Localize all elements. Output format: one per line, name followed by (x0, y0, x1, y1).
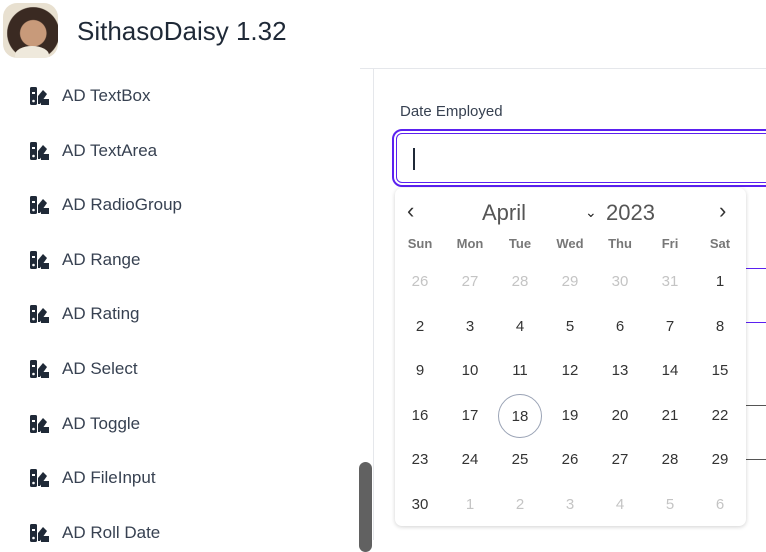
day-cell[interactable]: 27 (611, 451, 629, 468)
app-logo-avatar (3, 3, 58, 58)
sidebar-item-label: AD Rating (62, 304, 140, 324)
day-cell[interactable]: 11 (512, 362, 528, 379)
chevron-left-icon[interactable]: ‹ (407, 198, 415, 223)
day-cell[interactable]: 21 (661, 407, 679, 424)
day-cell[interactable]: 13 (611, 362, 629, 379)
sidebar-item-label: AD Range (62, 249, 141, 269)
day-cell[interactable]: 5 (665, 496, 675, 513)
swatchbook-icon (30, 141, 49, 160)
day-cell[interactable]: 20 (611, 407, 629, 424)
day-cell[interactable]: 3 (465, 318, 475, 335)
day-cell[interactable]: 16 (411, 407, 429, 424)
day-cell[interactable]: 14 (661, 362, 679, 379)
day-name: Tue (508, 236, 532, 251)
day-cell[interactable]: 3 (565, 496, 575, 513)
text-caret (413, 148, 415, 170)
swatchbook-icon (30, 469, 49, 488)
app-title: SithasoDaisy 1.32 (77, 16, 287, 46)
swatchbook-icon (30, 414, 49, 433)
day-cell[interactable]: 6 (615, 318, 625, 335)
day-name: Wed (556, 236, 584, 251)
swatchbook-icon (30, 305, 49, 324)
day-cell[interactable]: 8 (715, 318, 725, 335)
divider (360, 68, 766, 69)
sidebar-item[interactable]: AD RadioGroup (30, 193, 182, 217)
day-cell[interactable]: 17 (461, 407, 479, 424)
day-name: Thu (608, 236, 632, 251)
day-cell[interactable]: 12 (561, 362, 579, 379)
day-name: Mon (456, 236, 484, 251)
month-select[interactable]: April (482, 200, 527, 225)
sidebar-item-label: AD FileInput (62, 468, 156, 488)
sidebar-item-label: AD Roll Date (62, 522, 161, 542)
sidebar-item[interactable]: AD Roll Date (30, 521, 160, 545)
sidebar-scrollbar[interactable] (359, 462, 372, 552)
sidebar-item-label: AD TextBox (62, 86, 151, 105)
swatchbook-icon (30, 87, 49, 105)
sidebar-item[interactable]: AD Range (30, 248, 140, 272)
swatchbook-icon (30, 523, 49, 542)
day-name: Sun (407, 236, 433, 251)
day-cell[interactable]: 28 (511, 273, 529, 290)
sidebar-item-label: AD TextArea (62, 140, 158, 160)
day-cell[interactable]: 30 (611, 273, 629, 290)
day-cell[interactable]: 30 (411, 496, 429, 513)
swatchbook-icon (30, 250, 49, 269)
day-cell[interactable]: 27 (461, 273, 479, 290)
day-name: Sat (709, 236, 731, 251)
day-cell[interactable]: 22 (711, 407, 729, 424)
swatchbook-icon (30, 196, 49, 215)
day-cell[interactable]: 4 (515, 318, 525, 335)
sidebar-item[interactable]: AD TextBox (30, 84, 151, 108)
date-picker-calendar: ‹ April ⌄ 2023 › Sun Mon Tue Wed Thu Fri Sat 26… (395, 188, 746, 526)
sidebar-item-label: AD RadioGroup (62, 195, 183, 215)
day-cell[interactable]: 28 (661, 451, 679, 468)
day-cell[interactable]: 25 (511, 451, 529, 468)
day-cell[interactable]: 1 (465, 496, 475, 513)
day-cell[interactable]: 7 (665, 318, 675, 335)
sidebar-item-label: AD Toggle (62, 413, 141, 433)
day-cell[interactable]: 29 (561, 273, 579, 290)
chevron-down-icon[interactable]: ⌄ (585, 204, 597, 220)
day-cell[interactable]: 10 (461, 362, 479, 379)
sidebar-item-label: AD Select (62, 359, 138, 378)
day-cell-today[interactable]: 18 (498, 394, 542, 438)
year-input[interactable]: 2023 (606, 200, 655, 225)
swatchbook-icon (30, 360, 49, 378)
day-cell[interactable]: 4 (615, 496, 625, 513)
date-employed-input[interactable] (392, 129, 766, 187)
input-border (740, 322, 766, 323)
day-cell[interactable]: 24 (461, 451, 479, 468)
day-cell[interactable]: 15 (711, 362, 729, 379)
sidebar-item[interactable]: AD Select (30, 357, 138, 381)
day-cell[interactable]: 29 (711, 451, 729, 468)
day-cell[interactable]: 6 (715, 496, 725, 513)
day-cell[interactable]: 5 (565, 318, 575, 335)
day-cell[interactable]: 31 (661, 273, 679, 290)
input-border (740, 459, 766, 460)
day-cell[interactable]: 23 (411, 451, 429, 468)
sidebar-item[interactable]: AD Rating (30, 302, 139, 326)
day-cell[interactable]: 2 (515, 496, 525, 513)
chevron-right-icon[interactable]: › (719, 198, 727, 223)
day-name: Fri (661, 236, 679, 251)
divider (373, 68, 374, 540)
sidebar-item[interactable]: AD TextArea (30, 139, 157, 163)
input-border (740, 405, 766, 406)
sidebar-item[interactable]: AD FileInput (30, 466, 156, 490)
date-employed-label: Date Employed (400, 103, 503, 120)
input-border (740, 268, 766, 269)
day-cell[interactable]: 26 (561, 451, 579, 468)
day-cell[interactable]: 1 (715, 273, 725, 290)
day-cell[interactable]: 19 (561, 407, 579, 424)
day-cell[interactable]: 2 (415, 318, 425, 335)
day-cell[interactable]: 9 (415, 362, 425, 379)
day-cell[interactable]: 26 (411, 273, 429, 290)
sidebar-item[interactable]: AD Toggle (30, 412, 140, 436)
